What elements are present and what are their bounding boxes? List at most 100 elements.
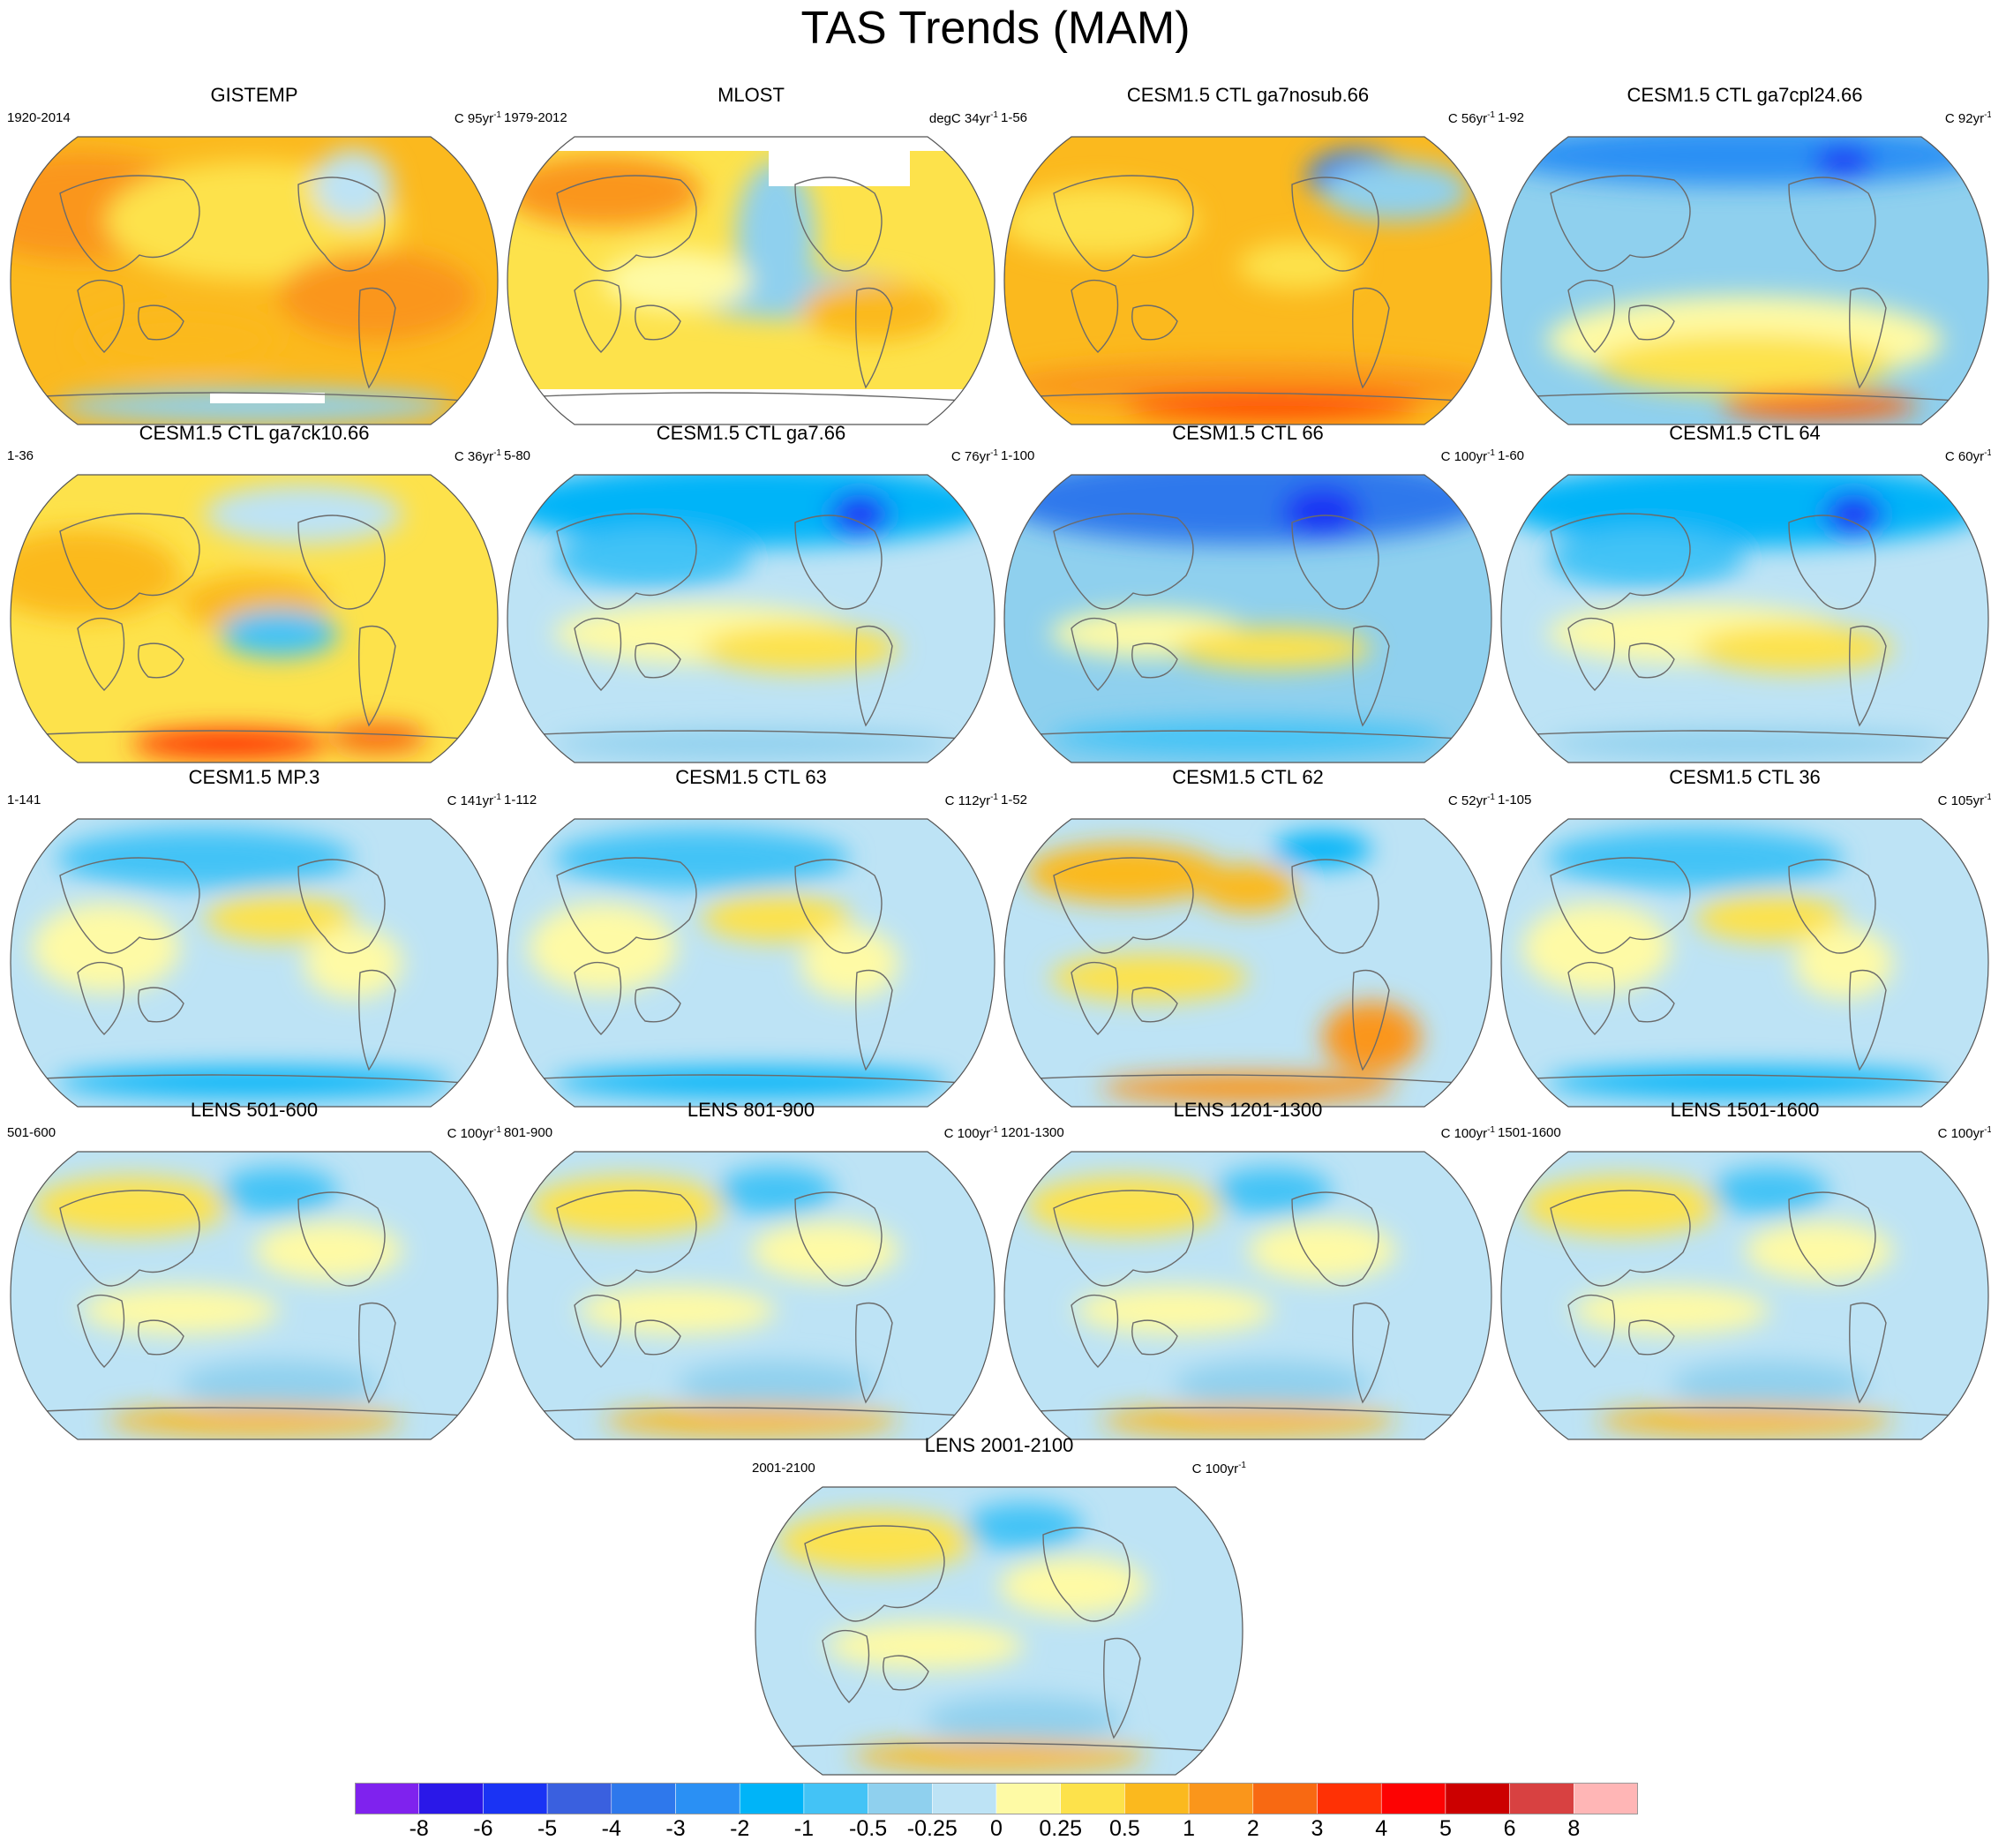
colorbar-swatch (355, 1783, 419, 1814)
coastline (1291, 859, 1379, 954)
colorbar-swatch (1124, 1783, 1190, 1814)
colorbar-tick-label: -5 (537, 1816, 558, 1841)
panel-units-text: C 60yr (1944, 449, 1985, 464)
trend-region (702, 624, 899, 672)
panel-title: CESM1.5 CTL 62 (1172, 766, 1324, 788)
map-panel: CESM1.5 CTL 36 1-105 C 105yr-1 (1498, 766, 1991, 1108)
trend-region (1237, 242, 1357, 290)
map-border (507, 818, 996, 1108)
map-panel: LENS 501-600 501-600 C 100yr-1 (7, 1099, 501, 1440)
panel-units: degC 34yr-1 (929, 110, 998, 126)
world-map (10, 136, 499, 425)
trend-region (1273, 831, 1371, 868)
coastline (1291, 515, 1379, 610)
map-panel: CESM1.5 CTL 63 1-112 C 112yr-1 (504, 766, 998, 1108)
coastline (1532, 1074, 1957, 1084)
coastline (1788, 859, 1876, 954)
panel-year-range: 5-80 (504, 448, 531, 463)
panel-units-exponent: -1 (990, 793, 998, 802)
map-border (1003, 1151, 1492, 1440)
coastline (1035, 1074, 1461, 1084)
trend-region (1709, 1167, 1829, 1215)
panel-title: LENS 801-900 (687, 1099, 815, 1121)
coastline (358, 1302, 396, 1404)
world-map (507, 474, 996, 763)
panel-units: C 100yr-1 (944, 1125, 998, 1141)
colorbar-tick-label: 2 (1246, 1816, 1259, 1841)
coastline (77, 279, 125, 353)
world-map (1003, 1151, 1492, 1440)
colorbar-swatch (675, 1783, 740, 1814)
map-border (10, 818, 499, 1108)
coastline (138, 304, 184, 341)
trend-region (1547, 1067, 1942, 1098)
coastline (574, 617, 622, 691)
panel-title: LENS 2001-2100 (924, 1434, 1074, 1456)
panel-title: CESM1.5 CTL 36 (1669, 766, 1821, 788)
trend-region (279, 251, 477, 341)
trend-region (205, 484, 402, 545)
coastline (1532, 392, 1957, 402)
colorbar-swatch (996, 1783, 1061, 1814)
trend-region (553, 1067, 949, 1098)
coastline (1849, 625, 1887, 727)
panel-units-exponent: -1 (1984, 1125, 1991, 1135)
panel-title: CESM1.5 MP.3 (188, 766, 320, 788)
map-border (1500, 474, 1989, 763)
coastline (635, 987, 681, 1023)
trend-region (1720, 391, 1918, 421)
world-map (10, 1151, 499, 1440)
coastline (138, 642, 184, 679)
trend-region (751, 1221, 899, 1281)
trend-region (1198, 864, 1297, 913)
panel-year-range: 1-60 (1498, 448, 1525, 463)
coastline (822, 1629, 870, 1703)
coastline (794, 859, 883, 954)
trend-region (1814, 146, 1874, 177)
coastline (1788, 177, 1876, 272)
map-panel: MLOST 1979-2012 degC 34yr-1 (504, 84, 998, 425)
trend-region (219, 609, 339, 657)
colorbar-tick-label: 4 (1375, 1816, 1388, 1841)
trend-region (603, 1406, 899, 1436)
coastline (1071, 617, 1119, 691)
world-map (507, 818, 996, 1108)
trend-region (851, 1741, 1147, 1771)
map-panel: CESM1.5 CTL ga7.66 5-80 C 76yr-1 (504, 422, 998, 763)
coastline (1550, 1190, 1691, 1287)
panel-year-range: 1-36 (7, 448, 34, 463)
trend-region (219, 1167, 339, 1215)
colorbar-tick-label: 0.25 (1039, 1816, 1083, 1841)
coastline (1352, 1302, 1390, 1404)
map-border (507, 474, 996, 763)
trend-region (32, 1176, 229, 1236)
panel-units-text: C 100yr (1440, 1126, 1488, 1141)
coastline (358, 969, 396, 1071)
colorbar-swatch (1188, 1783, 1254, 1814)
world-map (507, 136, 996, 425)
panel-units-text: C 92yr (1944, 111, 1985, 126)
coastline (556, 1190, 697, 1287)
coastline (1071, 961, 1119, 1035)
coastline (538, 1074, 964, 1084)
panel-year-range: 1501-1600 (1498, 1125, 1561, 1140)
colorbar-swatch (1317, 1783, 1382, 1814)
trend-region (716, 1167, 836, 1215)
trend-region (328, 723, 427, 754)
trend-region (1522, 903, 1671, 993)
coastline (77, 961, 125, 1035)
panel-units-exponent: -1 (990, 1125, 998, 1135)
coastline (883, 1655, 929, 1691)
panel-units: C 141yr-1 (447, 793, 501, 808)
trend-region (553, 729, 949, 759)
panel-units-text: C 95yr (454, 111, 494, 126)
colorbar-tick-label: -1 (793, 1816, 815, 1841)
coastline (1053, 175, 1194, 272)
panel-units-exponent: -1 (493, 110, 501, 120)
trend-region (1174, 1361, 1371, 1409)
coastline (1042, 1527, 1131, 1622)
colorbar-tick-label: 3 (1311, 1816, 1324, 1841)
map-border (1500, 818, 1989, 1108)
coastline (41, 392, 467, 402)
coastline (1849, 287, 1887, 389)
